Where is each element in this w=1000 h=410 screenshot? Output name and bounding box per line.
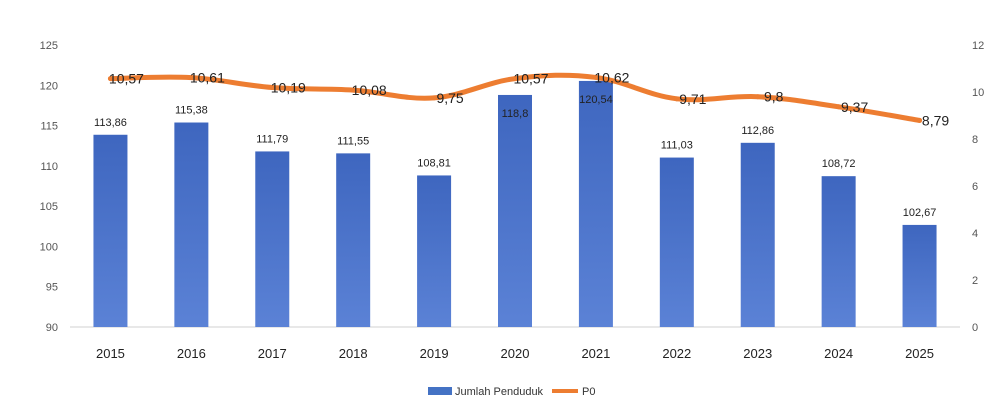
line-point-2025 [917, 117, 923, 123]
y-left-tick-label: 115 [40, 121, 58, 133]
line-value-label: 10,57 [109, 71, 144, 87]
y-right-tick-label: 4 [972, 228, 978, 240]
line-value-label: 10,08 [352, 82, 387, 98]
legend-label-bar: Jumlah Penduduk [455, 386, 544, 398]
line-point-2019 [431, 95, 437, 101]
bar-2020 [498, 94, 532, 327]
line-value-label: 10,61 [190, 70, 225, 86]
y-right-tick-label: 10 [972, 87, 984, 99]
bar-value-label: 112,86 [741, 125, 774, 137]
y-left-tick-label: 95 [46, 282, 58, 294]
bar-2017 [255, 151, 290, 327]
y-left-tick-label: 125 [40, 40, 58, 52]
bar-value-label: 118,8 [502, 108, 529, 120]
line-value-label: 9,75 [436, 90, 463, 106]
bar-2018 [336, 153, 371, 327]
line-value-label: 8,79 [922, 112, 949, 128]
bar-value-label: 111,55 [337, 135, 369, 147]
x-tick-label: 2025 [905, 346, 934, 361]
bar-value-label: 102,67 [903, 207, 937, 219]
bar-value-label: 108,72 [822, 158, 856, 170]
line-value-label: 10,19 [271, 80, 306, 96]
right-axis: 0 2 4 6 8 10 12 [972, 40, 984, 334]
x-tick-label: 2018 [339, 346, 368, 361]
x-tick-label: 2022 [662, 346, 691, 361]
bar-value-label: 111,03 [661, 140, 693, 152]
x-tick-label: 2023 [743, 346, 772, 361]
bar-value-label: 113,86 [94, 117, 127, 129]
line-point-2017 [269, 85, 275, 91]
line-value-label: 9,71 [679, 91, 706, 107]
x-tick-label: 2024 [824, 346, 853, 361]
x-tick-label: 2020 [501, 346, 530, 361]
legend: Jumlah Penduduk P0 [428, 386, 595, 398]
legend-bar-swatch [428, 387, 452, 395]
line-value-label: 10,62 [594, 69, 629, 85]
x-tick-label: 2015 [96, 346, 125, 361]
line-point-2024 [836, 104, 842, 110]
line-point-2016 [188, 75, 194, 81]
bar-2023 [740, 142, 775, 327]
bar-value-label: 120,54 [579, 94, 613, 106]
y-right-tick-label: 0 [972, 322, 978, 334]
line-point-2015 [107, 76, 113, 82]
y-right-tick-label: 6 [972, 181, 978, 193]
x-axis: 2015 2016 2017 2018 2019 2020 2021 2022 2023 2024… [96, 346, 934, 361]
bar-2021 [578, 80, 613, 327]
x-tick-label: 2017 [258, 346, 287, 361]
y-left-tick-label: 100 [40, 241, 58, 253]
line-point-2020 [512, 76, 518, 82]
line-value-label: 9,37 [841, 99, 868, 115]
left-axis: 90 95 100 105 110 115 120 125 [40, 40, 58, 334]
y-left-tick-label: 90 [46, 322, 58, 334]
legend-label-line: P0 [582, 386, 595, 398]
line-series-p0 [107, 72, 923, 123]
line-data-labels: 10,57 10,61 10,19 10,08 9,75 10,57 10,62 9,71 9,… [109, 69, 949, 128]
bar-2025 [902, 224, 937, 327]
bar-2015 [93, 134, 128, 327]
bar-value-label: 115,38 [175, 105, 208, 117]
line-value-label: 9,8 [764, 89, 784, 105]
y-right-tick-label: 12 [972, 40, 984, 52]
line-point-2021 [593, 74, 599, 80]
bar-value-label: 111,79 [256, 133, 288, 145]
line-value-label: 10,57 [513, 71, 548, 87]
x-tick-label: 2016 [177, 346, 206, 361]
x-tick-label: 2019 [420, 346, 449, 361]
y-left-tick-label: 110 [40, 161, 58, 173]
bar-series-jumlah-penduduk [93, 80, 937, 328]
bar-2019 [417, 175, 452, 327]
y-right-tick-label: 8 [972, 134, 978, 146]
bar-data-labels: 113,86 115,38 111,79 111,55 108,81 118,8 120,5… [94, 94, 936, 219]
bar-2022 [659, 157, 694, 327]
y-left-tick-label: 120 [40, 80, 58, 92]
bar-2024 [821, 176, 856, 327]
bar-value-label: 108,81 [417, 157, 451, 169]
line-point-2023 [755, 94, 761, 100]
x-tick-label: 2021 [581, 346, 610, 361]
bar-2016 [174, 122, 209, 328]
y-right-tick-label: 2 [972, 275, 978, 287]
line-point-2018 [350, 87, 356, 93]
line-point-2022 [674, 96, 680, 102]
y-left-tick-label: 105 [40, 201, 58, 213]
